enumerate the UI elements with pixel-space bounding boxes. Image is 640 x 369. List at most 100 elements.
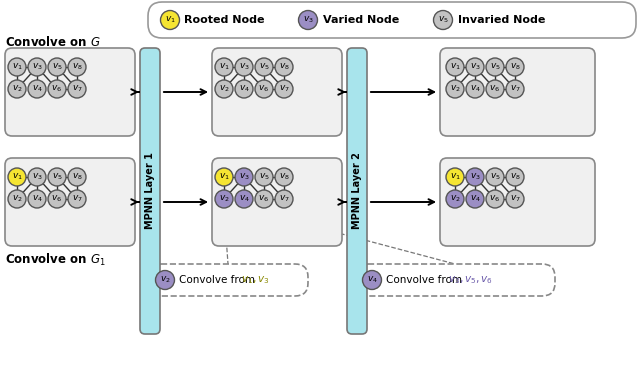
Circle shape	[486, 190, 504, 208]
FancyBboxPatch shape	[440, 158, 595, 246]
FancyBboxPatch shape	[140, 48, 160, 334]
FancyBboxPatch shape	[347, 48, 367, 334]
Circle shape	[8, 58, 26, 76]
FancyBboxPatch shape	[355, 264, 555, 296]
Text: $v_7$: $v_7$	[509, 194, 520, 204]
Circle shape	[28, 80, 46, 98]
Circle shape	[275, 58, 293, 76]
Text: $v_3$: $v_3$	[239, 172, 250, 182]
Circle shape	[28, 190, 46, 208]
Circle shape	[486, 168, 504, 186]
Text: $v_8$: $v_8$	[509, 172, 520, 182]
Text: $v_7$: $v_7$	[72, 194, 83, 204]
Circle shape	[255, 168, 273, 186]
Text: $v_4$: $v_4$	[239, 84, 250, 94]
Circle shape	[275, 168, 293, 186]
Circle shape	[275, 190, 293, 208]
Circle shape	[161, 10, 179, 30]
Circle shape	[446, 168, 464, 186]
Text: $v_4$: $v_4$	[367, 275, 378, 285]
Circle shape	[28, 168, 46, 186]
Circle shape	[48, 80, 66, 98]
Text: $v_7$: $v_7$	[278, 194, 289, 204]
Circle shape	[68, 58, 86, 76]
Circle shape	[446, 58, 464, 76]
Circle shape	[215, 168, 233, 186]
Text: MPNN Layer 2: MPNN Layer 2	[352, 152, 362, 230]
Circle shape	[275, 80, 293, 98]
Circle shape	[68, 80, 86, 98]
FancyBboxPatch shape	[212, 48, 342, 136]
Text: $v_4$: $v_4$	[470, 194, 481, 204]
Circle shape	[255, 58, 273, 76]
Text: $v_3$: $v_3$	[303, 15, 314, 25]
Text: $v_2$: $v_2$	[450, 84, 460, 94]
FancyBboxPatch shape	[148, 264, 308, 296]
Text: $v_6$: $v_6$	[259, 194, 269, 204]
Circle shape	[235, 58, 253, 76]
Circle shape	[433, 10, 452, 30]
Text: $v_7$: $v_7$	[72, 84, 83, 94]
Text: $v_1$: $v_1$	[219, 172, 229, 182]
Text: $v_4$: $v_4$	[31, 84, 42, 94]
Text: $v_2$: $v_2$	[12, 194, 22, 204]
Text: Varied Node: Varied Node	[323, 15, 399, 25]
Text: $v_5$: $v_5$	[438, 15, 449, 25]
Text: $v_8$: $v_8$	[72, 62, 83, 72]
Text: $v_2$: $v_2$	[12, 84, 22, 94]
Text: $v_7$: $v_7$	[278, 84, 289, 94]
Text: $v_1, v_3$: $v_1, v_3$	[241, 274, 269, 286]
Circle shape	[466, 80, 484, 98]
Circle shape	[235, 190, 253, 208]
Text: $v_8$: $v_8$	[509, 62, 520, 72]
Text: $v_2$: $v_2$	[450, 194, 460, 204]
Circle shape	[68, 190, 86, 208]
Circle shape	[506, 80, 524, 98]
Text: $v_6$: $v_6$	[51, 84, 63, 94]
Circle shape	[28, 58, 46, 76]
Text: Convolve on $G_1$: Convolve on $G_1$	[5, 252, 106, 268]
Circle shape	[156, 270, 175, 290]
Circle shape	[235, 168, 253, 186]
Text: $v_5$: $v_5$	[490, 172, 500, 182]
Text: $v_8$: $v_8$	[72, 172, 83, 182]
Text: $v_8$: $v_8$	[278, 172, 289, 182]
Circle shape	[235, 80, 253, 98]
Circle shape	[215, 80, 233, 98]
Text: $v_1$: $v_1$	[164, 15, 175, 25]
Text: $v_6$: $v_6$	[51, 194, 63, 204]
Circle shape	[506, 168, 524, 186]
Circle shape	[466, 190, 484, 208]
Text: $v_1$: $v_1$	[449, 172, 460, 182]
Text: $v_1$: $v_1$	[219, 62, 229, 72]
Circle shape	[255, 80, 273, 98]
Circle shape	[48, 190, 66, 208]
Text: $v_2$: $v_2$	[219, 194, 229, 204]
Text: $v_4$: $v_4$	[470, 84, 481, 94]
Text: $v_8$: $v_8$	[278, 62, 289, 72]
Text: $v_6$: $v_6$	[490, 84, 500, 94]
Text: $v_3$: $v_3$	[31, 172, 42, 182]
Text: MPNN Layer 1: MPNN Layer 1	[145, 152, 155, 230]
Text: $v_7$: $v_7$	[509, 84, 520, 94]
Text: $v_5$: $v_5$	[52, 172, 63, 182]
Circle shape	[8, 168, 26, 186]
Circle shape	[466, 168, 484, 186]
Text: $v_5$: $v_5$	[259, 172, 269, 182]
Circle shape	[255, 190, 273, 208]
FancyBboxPatch shape	[5, 48, 135, 136]
Text: $v_3$: $v_3$	[470, 172, 481, 182]
Text: Rooted Node: Rooted Node	[184, 15, 264, 25]
FancyBboxPatch shape	[5, 158, 135, 246]
Circle shape	[298, 10, 317, 30]
Text: $v_1$: $v_1$	[12, 172, 22, 182]
Circle shape	[446, 190, 464, 208]
Text: Convolve from: Convolve from	[386, 275, 465, 285]
Circle shape	[486, 58, 504, 76]
Text: $v_6$: $v_6$	[490, 194, 500, 204]
Circle shape	[8, 190, 26, 208]
Circle shape	[506, 58, 524, 76]
Text: $v_5$: $v_5$	[490, 62, 500, 72]
Text: $v_5$: $v_5$	[52, 62, 63, 72]
Circle shape	[215, 190, 233, 208]
